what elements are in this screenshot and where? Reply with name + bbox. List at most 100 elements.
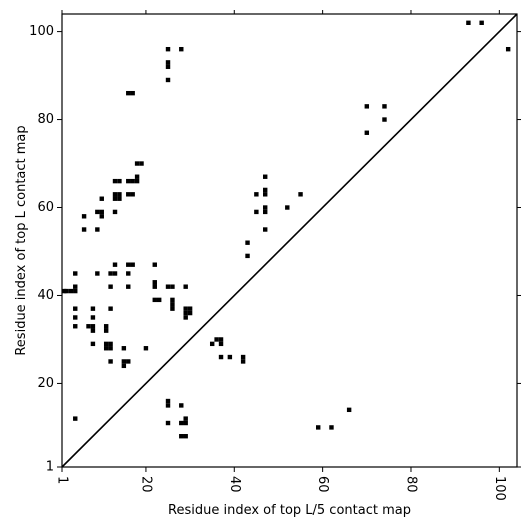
contact-cell (108, 306, 113, 311)
contact-cell (134, 174, 140, 179)
contact-cell (183, 315, 188, 320)
contact-cell (263, 187, 268, 193)
contact-cell (165, 398, 171, 404)
contact-cell (263, 205, 268, 210)
contact-cell (73, 324, 78, 329)
contact-cell (126, 284, 131, 289)
contact-cell (152, 280, 157, 285)
y-axis-label: Residue index of top L contact map (14, 125, 29, 355)
x-tick-label: 80 (403, 476, 418, 493)
contact-cell (121, 359, 127, 364)
contact-cell (240, 354, 246, 360)
contact-cell (112, 196, 118, 201)
contact-cell (86, 324, 91, 329)
contact-cell (130, 262, 135, 267)
contact-cell (126, 192, 131, 197)
contact-cell (165, 403, 171, 408)
contact-cell (112, 178, 118, 184)
contact-cell (170, 284, 175, 289)
contact-cell (179, 403, 184, 408)
contact-cell (240, 359, 246, 364)
contact-cell (382, 117, 387, 122)
x-tick-label: 100 (492, 476, 507, 501)
contact-cell (285, 205, 290, 210)
contact-cell (126, 359, 131, 364)
y-tick-label: 60 (37, 200, 54, 215)
contact-cell (364, 130, 370, 135)
contact-cell (183, 284, 188, 289)
contact-cells (62, 20, 511, 439)
contact-cell (170, 306, 175, 311)
contact-cell (183, 310, 188, 316)
contact-cell (95, 209, 100, 215)
contact-cell (112, 192, 118, 197)
contact-cell (81, 227, 87, 232)
contact-cell (126, 262, 131, 267)
contact-cell (126, 271, 131, 276)
diagonal-line (61, 13, 518, 468)
y-tick-label: 80 (37, 112, 54, 127)
contact-cell (103, 328, 109, 333)
contact-cell (73, 416, 78, 421)
contact-cell (156, 297, 162, 303)
contact-cell (183, 434, 188, 439)
contact-cell (263, 174, 268, 179)
contact-cell (95, 227, 100, 232)
contact-cell (165, 420, 171, 426)
contact-cell (117, 178, 122, 184)
y-tick-label: 1 (46, 460, 54, 475)
contact-cell (209, 341, 215, 347)
contact-cell (126, 178, 131, 184)
contact-cell (187, 306, 193, 311)
contact-cell (99, 196, 104, 201)
contact-cell (254, 209, 259, 215)
contact-cell (179, 434, 184, 439)
contact-cell (152, 284, 157, 289)
contact-cell (179, 46, 184, 52)
contact-cell (170, 302, 175, 307)
contact-cell (130, 192, 135, 197)
contact-cell (316, 425, 321, 430)
x-tick-label: 1 (55, 476, 70, 484)
contact-cell (103, 341, 109, 347)
contact-cell (152, 262, 157, 267)
contact-cell (126, 90, 131, 96)
contact-cell (346, 407, 352, 413)
contact-cell (183, 306, 188, 311)
contact-cell (143, 346, 149, 351)
contact-cell (505, 46, 511, 52)
contact-cell (90, 306, 96, 311)
contact-cell (90, 341, 96, 347)
x-axis-label: Residue index of top L/5 contact map (168, 503, 411, 518)
contact-cell (227, 354, 233, 360)
contact-cell (81, 214, 87, 219)
contact-cell (479, 20, 484, 25)
contact-cell (187, 310, 193, 316)
contact-cell (134, 161, 140, 166)
contact-cell (90, 328, 96, 333)
x-tick-label: 60 (315, 476, 330, 493)
contact-cell (218, 354, 224, 360)
contact-cell (130, 178, 135, 184)
y-tick-label: 20 (37, 376, 54, 391)
contact-cell (263, 209, 268, 215)
contact-cell (108, 271, 113, 276)
contact-cell (95, 271, 100, 276)
contact-cell (245, 240, 250, 245)
contact-cell (73, 284, 78, 289)
x-tick-label: 40 (227, 476, 242, 493)
contact-cell (103, 346, 109, 351)
contact-cell (183, 416, 188, 421)
contact-cell (121, 363, 127, 369)
contact-cell (90, 324, 96, 329)
contact-cell (121, 346, 127, 351)
contact-cell (108, 359, 113, 364)
contact-cell (364, 104, 370, 109)
contact-cell (108, 346, 113, 351)
contact-cell (218, 341, 224, 347)
contact-cell (99, 214, 104, 219)
y-tick-label: 100 (29, 24, 54, 39)
contact-cell (218, 337, 224, 342)
contact-cell (170, 297, 175, 303)
